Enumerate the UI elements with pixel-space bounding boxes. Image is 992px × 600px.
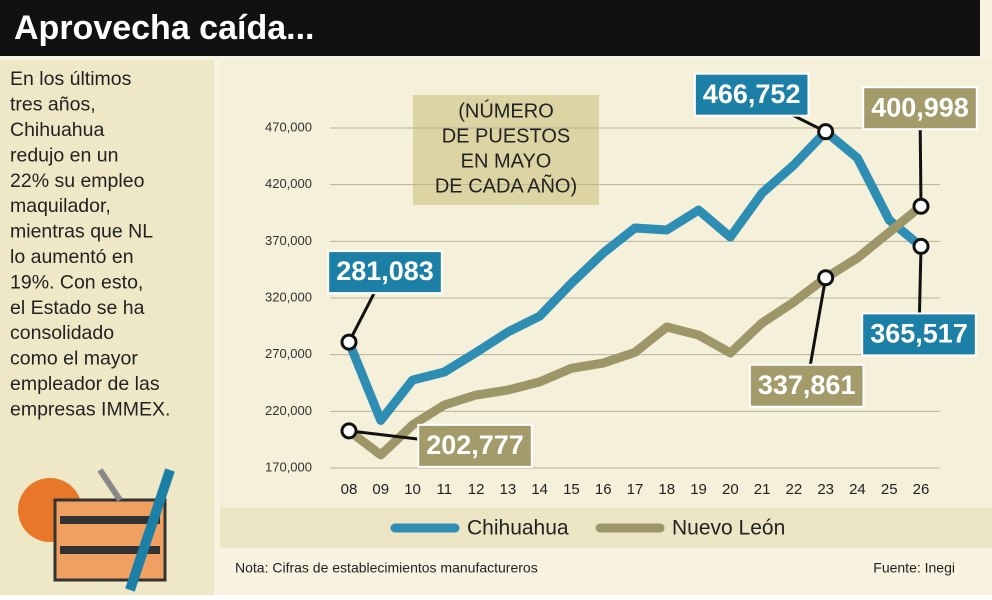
value-label-box	[417, 423, 533, 468]
intro-line: 19%. Con esto,	[10, 271, 143, 293]
x-tick-label: 18	[658, 481, 675, 498]
point-marker	[817, 123, 835, 141]
legend-label: Nuevo León	[672, 517, 785, 540]
intro-line: 22% su empleo	[10, 170, 145, 192]
intro-line: tres años,	[10, 94, 96, 116]
value-label-box	[861, 312, 977, 357]
value-label: 337,861	[758, 370, 856, 400]
value-label: 466,752	[703, 79, 801, 109]
value-label: 202,777	[426, 430, 524, 460]
x-tick-label: 08	[341, 481, 358, 498]
y-tick-label: 170,000	[265, 459, 312, 474]
x-tick-label: 09	[372, 481, 389, 498]
tools-icon	[18, 468, 175, 592]
subtitle-line: EN MAYO	[461, 150, 552, 172]
x-tick-label: 10	[404, 481, 421, 498]
source: Fuente: Inegi	[873, 560, 955, 576]
x-tick-label: 22	[786, 481, 803, 498]
x-tick-label: 19	[690, 481, 707, 498]
x-tick-label: 15	[563, 481, 580, 498]
point-marker	[912, 197, 930, 215]
y-tick-label: 370,000	[265, 233, 312, 248]
value-label: 365,517	[870, 319, 968, 349]
intro-line: consolidado	[10, 322, 114, 344]
value-label-box	[693, 72, 810, 117]
title-bar	[0, 0, 980, 56]
intro-line: Chihuahua	[10, 119, 104, 141]
subtitle-line: DE PUESTOS	[442, 125, 571, 147]
point-marker	[817, 269, 835, 287]
intro-line: En los últimos	[10, 68, 132, 90]
intro-line: mientras que NL	[10, 221, 153, 243]
legend-label: Chihuahua	[467, 517, 569, 540]
x-tick-label: 25	[881, 481, 898, 498]
intro-line: maquilador,	[10, 195, 111, 217]
x-tick-label: 26	[913, 481, 930, 498]
intro-line: como el mayor	[10, 348, 138, 370]
x-tick-label: 11	[437, 481, 453, 498]
x-tick-label: 23	[817, 481, 834, 498]
intro-line: lo aumentó en	[10, 246, 134, 268]
y-tick-label: 320,000	[265, 289, 312, 304]
y-tick-label: 420,000	[265, 176, 312, 191]
point-marker	[912, 237, 930, 255]
point-marker	[340, 333, 358, 351]
x-tick-label: 16	[595, 481, 612, 498]
value-label-box	[748, 363, 865, 408]
y-tick-label: 470,000	[265, 119, 312, 134]
note: Nota: Cifras de establecimientos manufac…	[235, 560, 538, 576]
intro-line: empresas IMMEX.	[10, 398, 170, 420]
point-marker	[340, 422, 358, 440]
value-label-box	[327, 250, 443, 295]
x-tick-label: 20	[722, 481, 739, 498]
title: Aprovecha caída...	[14, 9, 314, 47]
subtitle-box	[413, 95, 599, 205]
x-tick-label: 24	[849, 481, 866, 498]
x-tick-label: 13	[500, 481, 517, 498]
y-tick-label: 270,000	[265, 346, 312, 361]
x-tick-label: 14	[531, 481, 548, 498]
intro-line: empleador de las	[10, 373, 160, 395]
subtitle-line: (NÚMERO	[458, 99, 554, 122]
y-tick-label: 220,000	[265, 403, 312, 418]
intro-line: el Estado se ha	[10, 297, 145, 319]
x-tick-label: 12	[468, 481, 485, 498]
intro-line: redujo en un	[10, 144, 118, 166]
subtitle-line: DE CADA AÑO)	[435, 173, 577, 197]
x-tick-label: 17	[627, 481, 644, 498]
value-label-box	[862, 86, 978, 131]
value-label: 281,083	[336, 256, 434, 286]
x-tick-label: 21	[754, 481, 771, 498]
value-label: 400,998	[871, 92, 969, 122]
